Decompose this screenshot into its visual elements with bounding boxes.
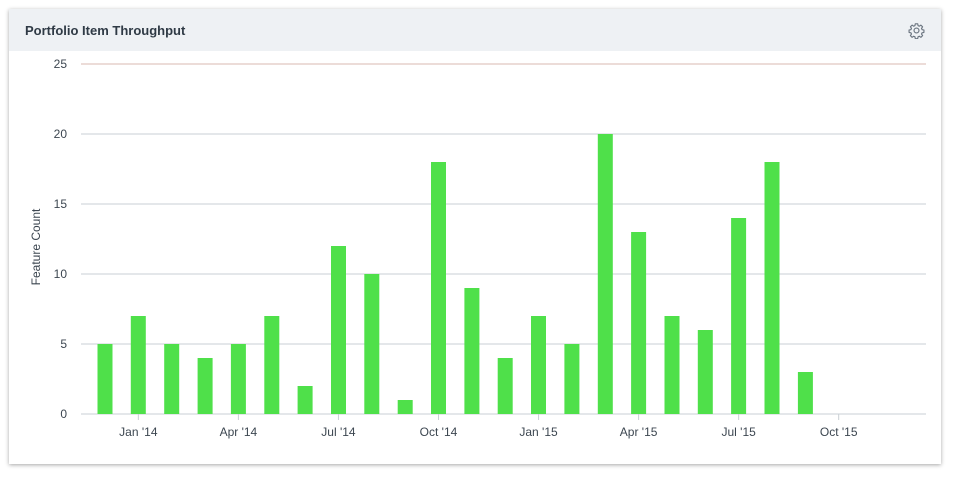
- bar[interactable]: Apr 2015: 13: [631, 232, 647, 414]
- y-tick-label: 25: [54, 57, 68, 71]
- card-header: Portfolio Item Throughput: [9, 9, 941, 51]
- bar[interactable]: Sep 2015: 3: [797, 372, 813, 414]
- y-tick-label: 5: [60, 337, 67, 351]
- bar[interactable]: Feb 2014: 5: [164, 344, 180, 414]
- bar[interactable]: Dec 2013: 5: [97, 344, 113, 414]
- y-tick-label: 0: [60, 407, 67, 421]
- bar[interactable]: Jan 2014: 7: [130, 316, 146, 414]
- x-tick-label: Jul '15: [721, 425, 756, 439]
- bar[interactable]: May 2014: 7: [264, 316, 280, 414]
- bar[interactable]: Jun 2014: 2: [297, 386, 313, 414]
- bar[interactable]: Jul 2015: 14: [731, 218, 747, 414]
- y-tick-label: 15: [54, 197, 68, 211]
- x-tick-label: Jul '14: [321, 425, 356, 439]
- bar[interactable]: Nov 2014: 9: [464, 288, 480, 414]
- y-axis-ticks: 0 5 10 15 20 25: [54, 57, 68, 421]
- bar[interactable]: Mar 2015: 20: [597, 134, 613, 414]
- gridlines: [81, 63, 926, 415]
- x-tick-label: Apr '14: [220, 425, 258, 439]
- bar[interactable]: Dec 2014: 4: [497, 358, 513, 414]
- bar[interactable]: Jan 2015: 7: [531, 316, 546, 414]
- bar[interactable]: Sep 2014: 1: [397, 400, 413, 414]
- bar-chart: 0 5 10 15 20 25 Dec 2013: 5 Jan 2014: 7 Feb 201…: [29, 57, 926, 439]
- bars: Dec 2013: 5 Jan 2014: 7 Feb 2014: 5 Mar 201…: [97, 134, 813, 414]
- x-tick-label: Apr '15: [620, 425, 658, 439]
- bar[interactable]: Mar 2014: 4: [197, 358, 213, 414]
- bar[interactable]: May 2015: 7: [664, 316, 680, 414]
- gear-icon[interactable]: [908, 22, 925, 39]
- chart-title: Portfolio Item Throughput: [25, 23, 186, 38]
- x-axis-ticks: Jan '14 Apr '14 Jul '14 Oct '14 Jan '15 Apr '…: [119, 414, 858, 439]
- bar[interactable]: Feb 2015: 5: [564, 344, 580, 414]
- x-tick-label: Oct '15: [820, 425, 858, 439]
- x-tick-label: Oct '14: [420, 425, 458, 439]
- chart-card: Portfolio Item Throughput 0 5 10 15 20 25 Dec…: [9, 9, 941, 464]
- x-tick-label: Jan '15: [519, 425, 558, 439]
- y-axis-title: Feature Count: [29, 208, 43, 285]
- bar[interactable]: Aug 2014: 10: [364, 274, 380, 414]
- x-tick-label: Jan '14: [119, 425, 158, 439]
- bar[interactable]: Aug 2015: 18: [764, 162, 780, 414]
- bar[interactable]: Jul 2014: 12: [331, 246, 346, 414]
- y-tick-label: 20: [54, 127, 68, 141]
- bar[interactable]: Jun 2015: 6: [697, 330, 713, 414]
- bar[interactable]: Apr 2014: 5: [230, 344, 246, 414]
- bar[interactable]: Oct 2014: 18: [431, 162, 446, 414]
- y-tick-label: 10: [54, 267, 68, 281]
